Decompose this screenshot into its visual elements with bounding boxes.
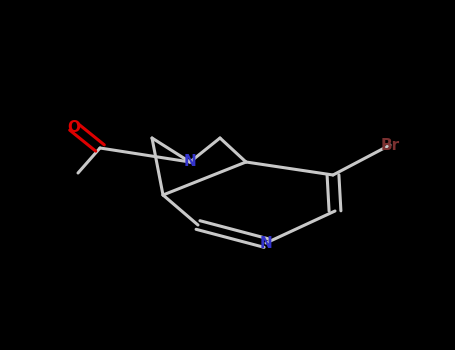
Text: O: O	[67, 119, 81, 134]
Text: Br: Br	[380, 138, 399, 153]
Text: N: N	[184, 154, 197, 169]
Text: N: N	[260, 236, 273, 251]
